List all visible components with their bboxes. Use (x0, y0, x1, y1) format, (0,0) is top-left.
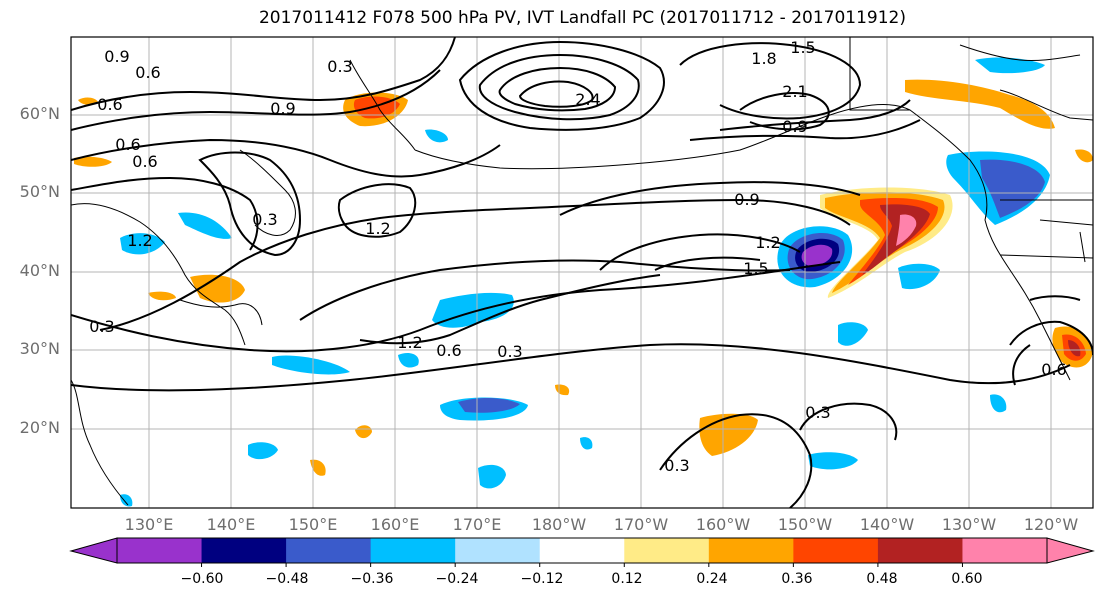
colorbar-tick-label: −0.60 (180, 571, 224, 587)
contour-label: 0.6 (132, 152, 157, 171)
map-frame (70, 36, 1094, 509)
contour-label: 2.4 (575, 90, 600, 109)
lon-label: 130°E (124, 515, 174, 534)
colorbar-extend-left (69, 537, 118, 564)
colorbar-tick-label: 0.36 (781, 571, 813, 587)
colorbar-segment (624, 538, 710, 563)
contour-label: 0.9 (782, 117, 807, 136)
colorbar-tick-label: 0.60 (951, 571, 983, 587)
contour-label: 1.2 (397, 333, 422, 352)
colorbar-segment (201, 538, 287, 563)
pv-contours (71, 37, 1093, 508)
colorbar-segment (877, 538, 963, 563)
colorbar-tick-label: 0.48 (866, 571, 898, 587)
lat-label-50n: 50°N (19, 182, 60, 201)
contour-label: 0.6 (436, 341, 461, 360)
colorbar (69, 537, 1095, 567)
lon-label: 150°W (777, 515, 833, 534)
colorbar-tick-label: 0.24 (696, 571, 728, 587)
contour-label: 0.6 (115, 135, 140, 154)
colorbar-segment (539, 538, 625, 563)
lon-label: 170°E (452, 515, 502, 534)
lon-label: 140°E (206, 515, 256, 534)
contour-label: 2.1 (782, 82, 807, 101)
contour-label: 1.2 (365, 219, 390, 238)
lon-label: 120°W (1023, 515, 1079, 534)
colorbar-segment (708, 538, 794, 563)
contour-label: 0.3 (805, 403, 830, 422)
contour-label: 0.3 (327, 57, 352, 76)
lon-label: 180°W (531, 515, 587, 534)
contour-labels: 0.9 0.6 0.3 1.5 1.8 2.1 2.4 0.9 0.6 0.9 … (89, 38, 1066, 475)
contour-label: 0.3 (89, 317, 114, 336)
lon-label: 140°W (859, 515, 915, 534)
lon-label: 170°W (613, 515, 669, 534)
colorbar-segment (455, 538, 541, 563)
contour-label: 0.3 (664, 456, 689, 475)
lon-label: 160°E (370, 515, 420, 534)
lat-label-30n: 30°N (19, 339, 60, 358)
lat-label-20n: 20°N (19, 418, 60, 437)
contour-label: 0.3 (252, 210, 277, 229)
lon-label: 130°W (941, 515, 997, 534)
contour-label: 0.9 (734, 190, 759, 209)
colorbar-segment (117, 538, 203, 563)
lat-label-40n: 40°N (19, 261, 60, 280)
contour-label: 1.2 (755, 233, 780, 252)
contour-label: 1.5 (790, 38, 815, 57)
colorbar-segment (286, 538, 372, 563)
colorbar-tick-label: −0.48 (265, 571, 309, 587)
colorbar-tick-label: −0.24 (435, 571, 479, 587)
contour-label: 0.6 (135, 63, 160, 82)
contour-label: 0.3 (497, 342, 522, 361)
colorbar-segment (793, 538, 879, 563)
contour-label: 0.9 (104, 47, 129, 66)
contour-label: 1.2 (127, 231, 152, 250)
colorbar-extend-right (1046, 537, 1095, 564)
map-title: 2017011412 F078 500 hPa PV, IVT Landfall… (258, 8, 906, 28)
coastlines (71, 37, 1093, 506)
colorbar-tick-label: 0.12 (611, 571, 643, 587)
contour-label: 0.6 (97, 95, 122, 114)
colorbar-tick-label: −0.36 (350, 571, 394, 587)
colorbar-tick-label: −0.12 (520, 571, 564, 587)
lat-label-60n: 60°N (19, 104, 60, 123)
colorbar-segment (962, 538, 1048, 563)
colorbar-segment (370, 538, 456, 563)
contour-label: 1.8 (751, 49, 776, 68)
pv-fill-regions (74, 57, 1093, 507)
contour-label: 1.5 (743, 259, 768, 278)
contour-label: 0.6 (1041, 360, 1066, 379)
lon-label: 150°E (288, 515, 338, 534)
lon-label: 160°W (695, 515, 751, 534)
contour-label: 0.9 (270, 99, 295, 118)
